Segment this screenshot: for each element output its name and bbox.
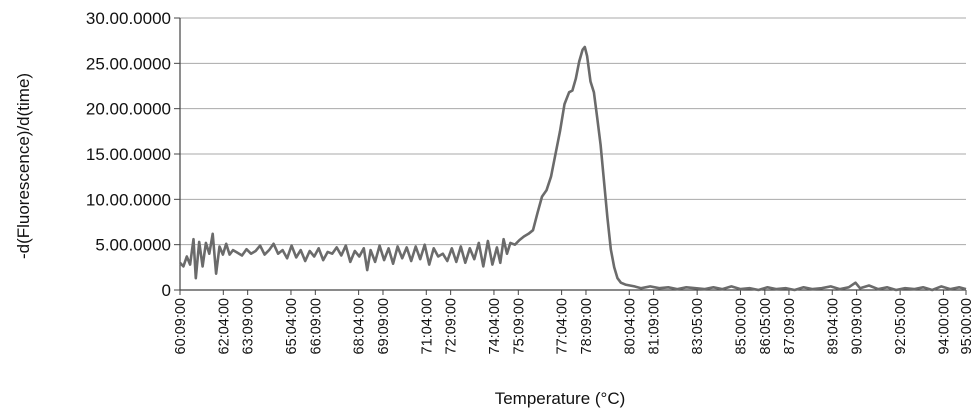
x-tick-label: 89:04:00 xyxy=(825,298,841,354)
x-tick-label: 85:00:00 xyxy=(733,298,749,354)
x-axis-title: Temperature (°C) xyxy=(495,389,626,408)
series-line xyxy=(179,45,967,292)
x-tick-label: 60:09:00 xyxy=(173,298,189,354)
x-tick-label: 83:05:00 xyxy=(690,298,706,354)
x-tick-label: 78:09:00 xyxy=(579,298,595,354)
series-group xyxy=(179,45,967,292)
y-axis-ticks: 0 5.00.0000 10.00.0000 15.00.0000 20.00.0000… xyxy=(86,9,180,300)
x-tick-label: 71:04:00 xyxy=(419,298,435,354)
x-tick-label: 66:09:00 xyxy=(308,298,324,354)
x-tick-label: 80:04:00 xyxy=(622,298,638,354)
y-tick-label: 20.00.0000 xyxy=(86,100,171,119)
y-axis-title: -d(Fluorescence)/d(time) xyxy=(14,73,33,259)
x-axis-ticks: 60:09:00 62:04:00 63:09:00 65:04:00 66:09:00… xyxy=(173,290,972,354)
y-tick-label: 25.00.0000 xyxy=(86,54,171,73)
x-tick-label: 72:09:00 xyxy=(444,298,460,354)
gridlines xyxy=(180,17,966,246)
y-tick-label: 30.00.0000 xyxy=(86,9,171,28)
x-tick-label: 65:04:00 xyxy=(284,298,300,354)
x-tick-label: 75:09:00 xyxy=(511,298,527,354)
x-tick-label: 90:09:00 xyxy=(850,298,866,354)
x-tick-label: 62:04:00 xyxy=(216,298,232,354)
y-tick-label: 0 xyxy=(162,281,171,300)
x-tick-label: 87:09:00 xyxy=(782,298,798,354)
y-tick-label: 15.00.0000 xyxy=(86,145,171,164)
axes xyxy=(179,18,966,291)
x-tick-label: 69:09:00 xyxy=(376,298,392,354)
x-tick-label: 92:05:00 xyxy=(893,298,909,354)
x-tick-label: 95:00:00 xyxy=(959,298,972,354)
x-tick-label: 86:05:00 xyxy=(758,298,774,354)
x-tick-label: 81:09:00 xyxy=(647,298,663,354)
x-tick-label: 68:04:00 xyxy=(352,298,368,354)
x-tick-label: 77:04:00 xyxy=(555,298,571,354)
y-tick-label: 10.00.0000 xyxy=(86,190,171,209)
x-tick-label: 94:00:00 xyxy=(936,298,952,354)
x-tick-label: 63:09:00 xyxy=(241,298,257,354)
y-tick-label: 5.00.0000 xyxy=(95,236,171,255)
x-tick-label: 74:04:00 xyxy=(487,298,503,354)
